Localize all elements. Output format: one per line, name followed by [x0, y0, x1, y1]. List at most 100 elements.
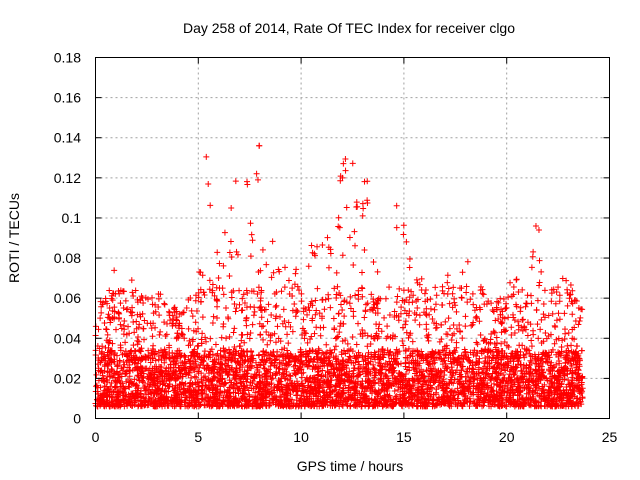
data-point: [372, 397, 379, 404]
data-point: [386, 312, 393, 319]
data-point: [375, 297, 382, 304]
data-point: [233, 305, 240, 312]
data-point: [442, 388, 449, 395]
data-point: [385, 402, 392, 409]
data-point: [325, 244, 332, 251]
data-point: [254, 290, 261, 297]
data-point: [152, 357, 159, 364]
data-point: [383, 401, 390, 408]
data-point: [511, 330, 518, 337]
data-point: [270, 352, 277, 359]
data-point: [187, 295, 194, 302]
data-point: [378, 328, 385, 335]
data-point: [428, 368, 435, 375]
data-point: [337, 177, 344, 184]
data-point: [273, 289, 280, 296]
data-point: [528, 337, 535, 344]
data-point: [375, 325, 382, 332]
data-point: [476, 397, 483, 404]
data-point: [317, 324, 324, 331]
data-point: [322, 372, 329, 379]
data-point: [202, 373, 209, 380]
data-point: [352, 292, 359, 299]
data-point: [466, 365, 473, 372]
data-point: [528, 343, 535, 350]
data-point: [569, 311, 576, 318]
data-point: [155, 303, 162, 310]
data-point: [542, 358, 549, 365]
data-point: [120, 331, 127, 338]
data-point: [145, 296, 152, 303]
data-point: [346, 353, 353, 360]
data-point: [305, 357, 312, 364]
data-point: [421, 395, 428, 402]
data-point: [163, 355, 170, 362]
data-point: [521, 370, 528, 377]
data-point: [366, 378, 373, 385]
data-point: [238, 380, 245, 387]
data-point: [261, 373, 268, 380]
data-point: [274, 382, 281, 389]
data-point: [149, 301, 156, 308]
data-point: [433, 292, 440, 299]
data-point: [395, 317, 402, 324]
data-point: [149, 365, 156, 372]
data-point: [359, 293, 366, 300]
data-point: [535, 335, 542, 342]
data-point: [157, 347, 164, 354]
data-point: [549, 346, 556, 353]
data-point: [483, 367, 490, 374]
data-point: [569, 287, 576, 294]
data-point: [188, 307, 195, 314]
data-point: [499, 319, 506, 326]
data-point: [347, 378, 354, 385]
data-point: [456, 321, 463, 328]
data-point: [205, 354, 212, 361]
data-point: [330, 354, 337, 361]
data-point: [101, 319, 108, 326]
data-point: [277, 393, 284, 400]
data-point: [161, 301, 168, 308]
data-point: [258, 395, 265, 402]
data-point: [241, 300, 248, 307]
data-point: [203, 153, 210, 160]
data-point: [278, 288, 285, 295]
data-point: [474, 359, 481, 366]
data-point: [425, 337, 432, 344]
data-point: [449, 304, 456, 311]
data-point: [376, 321, 383, 328]
data-point: [269, 238, 276, 245]
data-point: [349, 334, 356, 341]
data-point: [313, 307, 320, 314]
data-point: [463, 354, 470, 361]
data-point: [338, 348, 345, 355]
data-point: [527, 401, 534, 408]
data-point: [268, 312, 275, 319]
data-point: [575, 321, 582, 328]
data-point: [208, 346, 215, 353]
data-point: [136, 311, 143, 318]
data-point: [192, 319, 199, 326]
data-point: [489, 370, 496, 377]
data-point: [226, 333, 233, 340]
data-point: [384, 333, 391, 340]
data-point: [344, 340, 351, 347]
data-point: [130, 342, 137, 349]
data-point: [414, 386, 421, 393]
data-point: [122, 297, 129, 304]
data-point: [225, 356, 232, 363]
data-point: [228, 366, 235, 373]
data-point: [292, 403, 299, 410]
data-point: [256, 361, 263, 368]
data-point: [355, 296, 362, 303]
data-point: [317, 377, 324, 384]
data-point: [393, 359, 400, 366]
data-point: [526, 402, 533, 409]
data-point: [371, 354, 378, 361]
data-point: [432, 301, 439, 308]
data-point: [107, 372, 114, 379]
data-point: [123, 378, 130, 385]
data-point: [424, 296, 431, 303]
data-point: [146, 381, 153, 388]
data-point: [342, 371, 349, 378]
